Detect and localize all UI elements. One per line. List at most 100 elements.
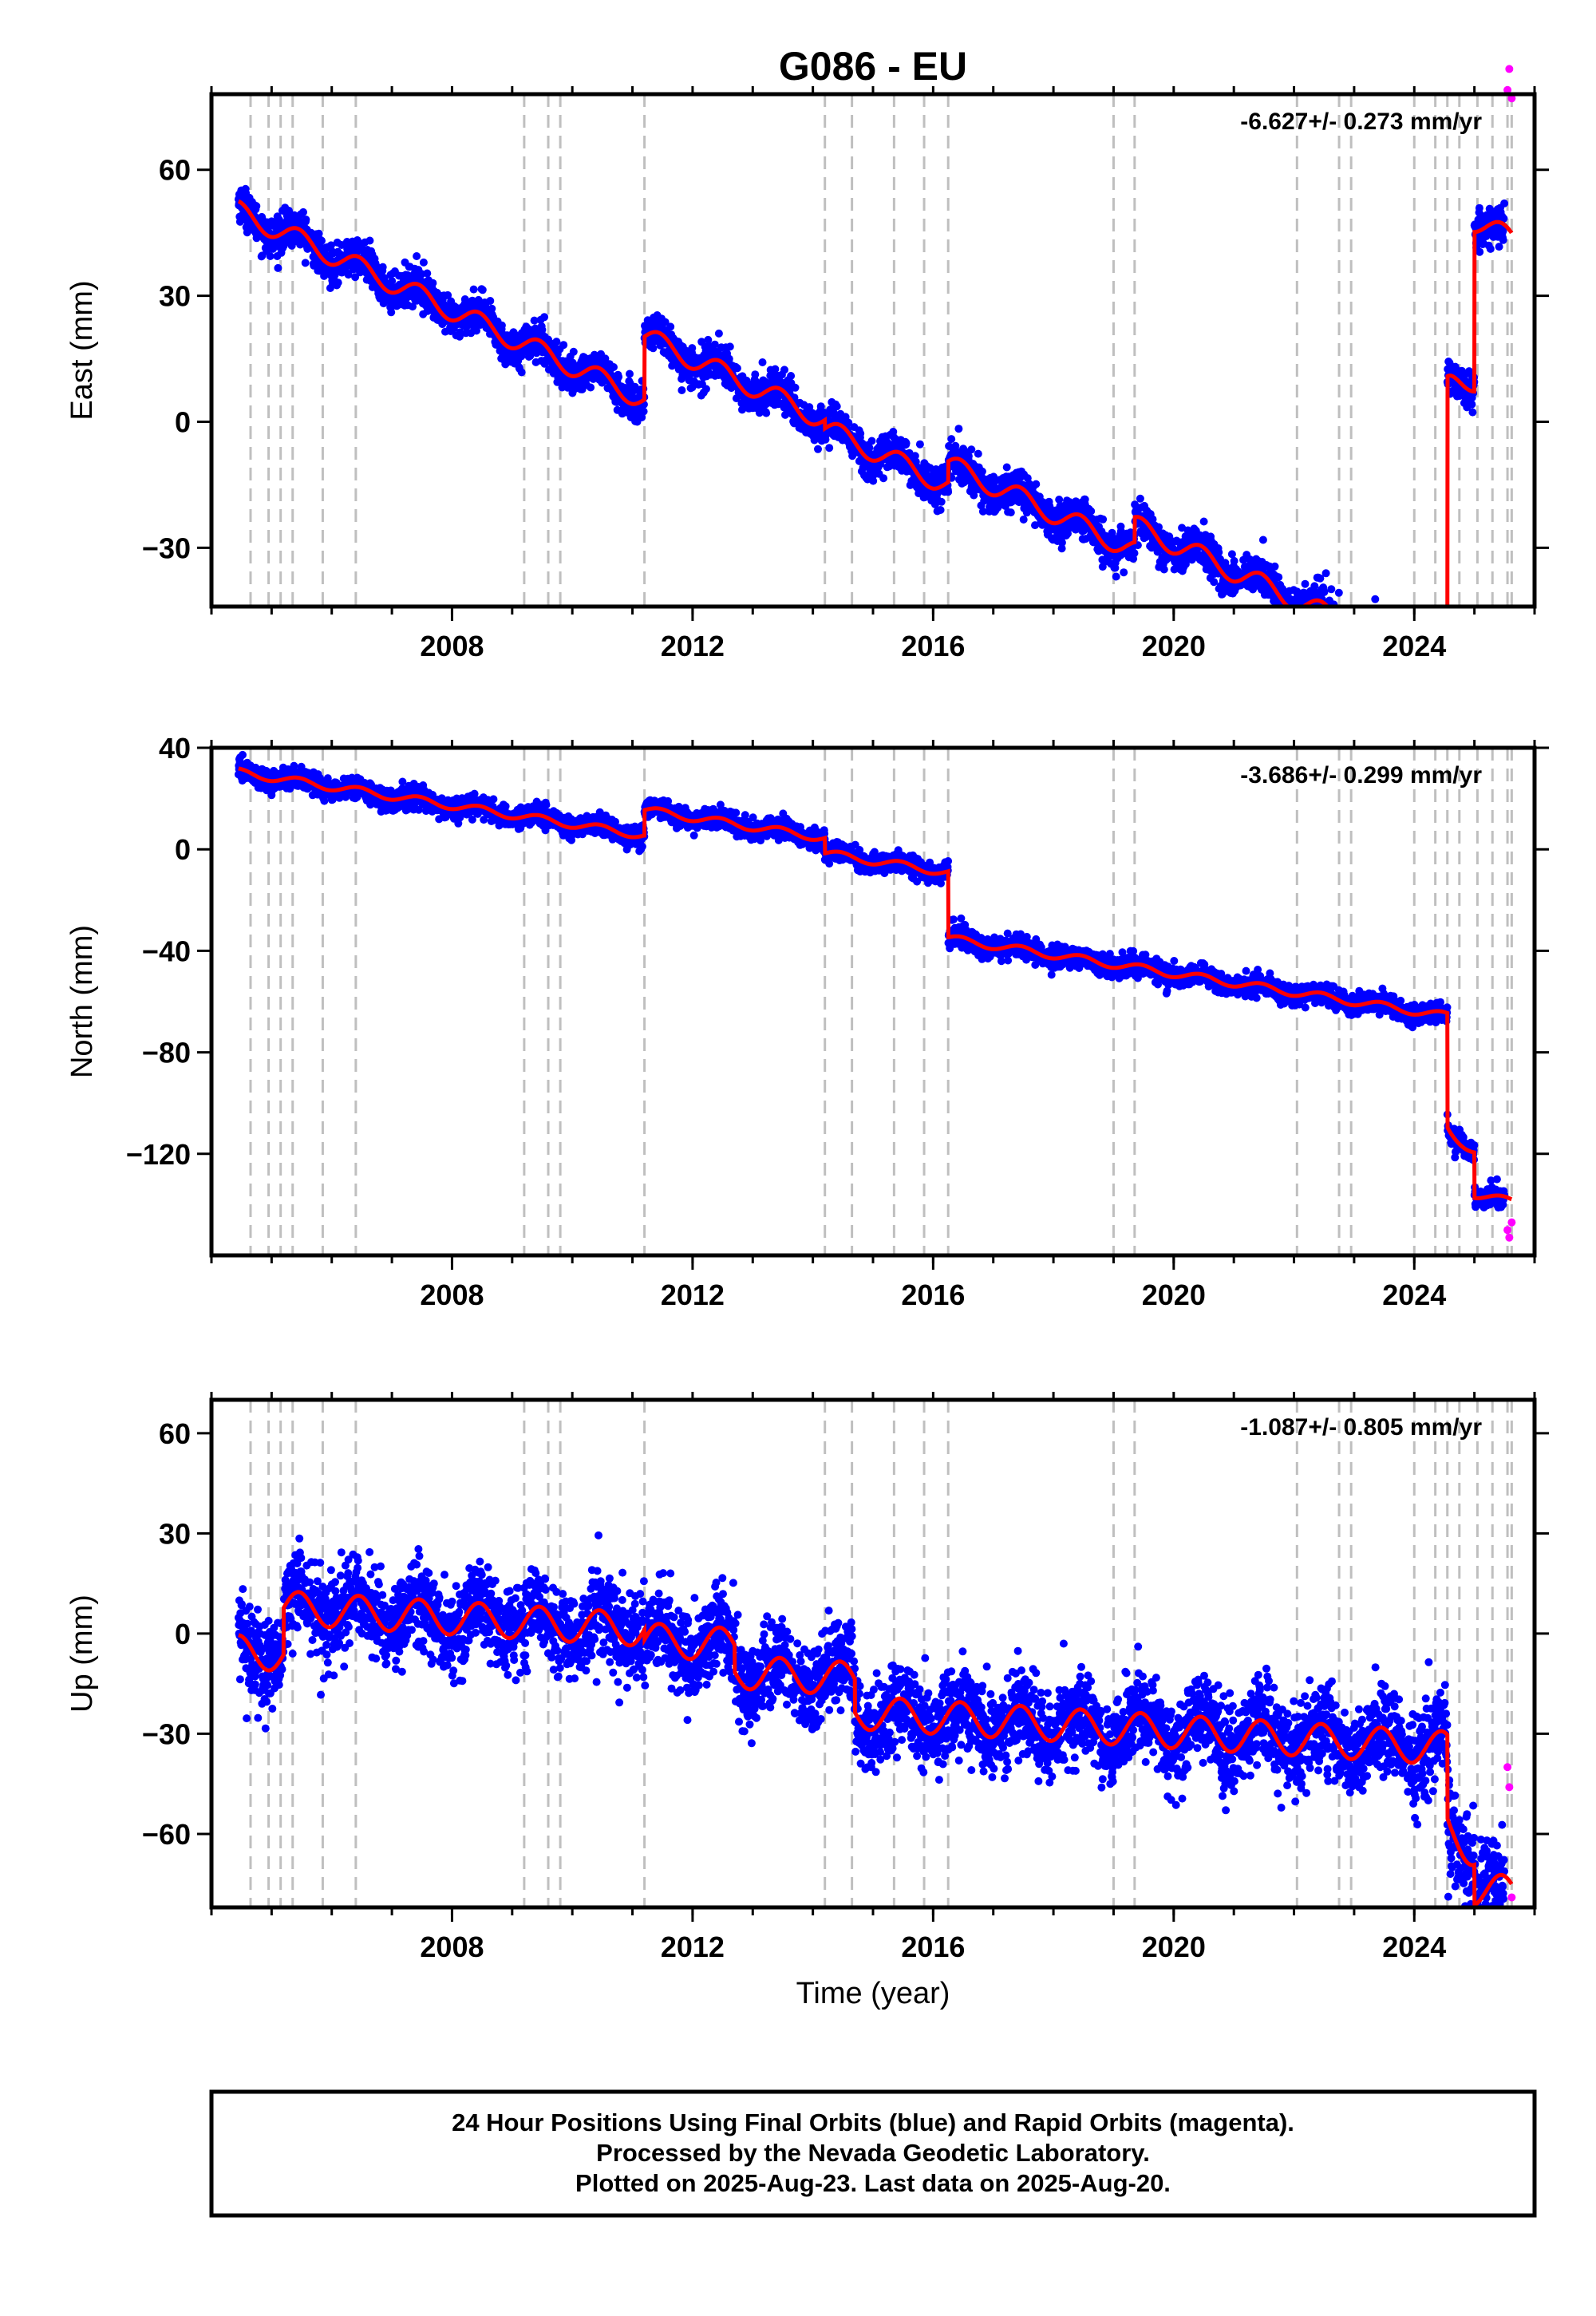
final-point: [1361, 611, 1369, 619]
final-point: [1302, 608, 1310, 616]
final-point: [1403, 669, 1411, 677]
final-point: [1351, 641, 1359, 649]
final-point: [429, 279, 437, 287]
final-point: [326, 241, 335, 250]
final-point: [1356, 635, 1364, 643]
final-point: [373, 263, 381, 271]
final-point: [1367, 629, 1375, 637]
final-point: [1373, 624, 1381, 632]
y-tick-label: 30: [159, 280, 191, 313]
final-point: [1352, 650, 1360, 658]
final-point: [733, 364, 741, 373]
final-point: [1319, 615, 1327, 622]
final-point: [1387, 617, 1395, 625]
final-point: [1411, 666, 1419, 674]
east-rapid-points: [1503, 65, 1516, 103]
final-point: [1337, 625, 1345, 633]
final-point: [1416, 662, 1424, 670]
final-point: [488, 304, 496, 313]
final-point: [1341, 623, 1349, 631]
final-point: [1159, 565, 1168, 574]
final-point: [1417, 667, 1425, 675]
final-point: [1366, 638, 1374, 646]
final-point: [1284, 613, 1292, 621]
final-point: [1416, 674, 1424, 682]
final-point: [1324, 608, 1332, 616]
final-point: [1329, 608, 1337, 616]
final-point: [902, 439, 911, 448]
final-point: [1412, 668, 1420, 676]
final-point: [1307, 611, 1315, 619]
final-point: [978, 467, 986, 476]
final-point: [725, 354, 733, 363]
final-point: [497, 321, 506, 330]
final-point: [1331, 626, 1339, 634]
final-point: [1358, 632, 1366, 640]
final-point: [1112, 572, 1120, 581]
x-tick-label: 2020: [1142, 630, 1206, 662]
final-point: [1337, 626, 1345, 634]
x-tick-label: 2008: [420, 630, 484, 662]
final-point: [314, 229, 323, 238]
final-point: [688, 344, 697, 353]
final-point: [1355, 632, 1363, 640]
final-point: [419, 258, 428, 267]
final-point: [413, 252, 421, 260]
final-point: [954, 425, 963, 433]
final-point: [552, 338, 561, 346]
final-point: [530, 316, 539, 325]
final-point: [1332, 619, 1340, 627]
final-point: [1363, 631, 1371, 639]
final-point: [1476, 247, 1484, 256]
final-point: [1344, 620, 1352, 628]
final-point: [1350, 638, 1358, 646]
final-point: [1340, 631, 1348, 639]
final-point: [1339, 618, 1347, 626]
final-point: [587, 383, 595, 392]
final-point: [1298, 612, 1306, 620]
final-point: [1416, 665, 1424, 673]
final-point: [1357, 624, 1365, 632]
final-point: [1424, 678, 1432, 686]
final-point: [1353, 643, 1361, 651]
final-point: [1408, 665, 1416, 673]
final-point: [1417, 676, 1425, 684]
final-point: [1136, 494, 1144, 503]
final-point: [1396, 669, 1404, 677]
final-point: [1345, 627, 1353, 635]
final-point: [478, 286, 487, 294]
final-point: [1440, 665, 1448, 673]
final-point: [1361, 615, 1369, 622]
final-point: [517, 368, 526, 377]
final-point: [540, 313, 549, 322]
final-point: [559, 341, 568, 350]
final-point: [1346, 625, 1354, 633]
final-point: [1353, 633, 1361, 641]
final-point: [1289, 619, 1297, 626]
final-point: [1409, 666, 1417, 674]
final-point: [1334, 616, 1342, 624]
final-point: [266, 252, 275, 260]
final-point: [1333, 619, 1341, 626]
final-point: [1374, 623, 1382, 631]
final-point: [1362, 630, 1370, 638]
final-point: [1359, 607, 1367, 615]
final-point: [856, 429, 865, 438]
final-point: [1336, 618, 1344, 626]
final-point: [1360, 630, 1368, 638]
final-point: [1345, 630, 1353, 638]
final-point: [302, 215, 310, 224]
final-point: [1310, 582, 1319, 591]
final-point: [1335, 626, 1343, 634]
final-point: [1333, 614, 1341, 622]
final-point: [423, 269, 432, 278]
final-point: [1294, 609, 1302, 617]
final-point: [1341, 622, 1349, 630]
final-point: [1340, 625, 1348, 633]
final-point: [1368, 628, 1376, 636]
final-point: [1353, 637, 1361, 645]
final-point: [1486, 244, 1495, 253]
final-point: [1421, 674, 1429, 682]
final-point: [1357, 616, 1365, 624]
